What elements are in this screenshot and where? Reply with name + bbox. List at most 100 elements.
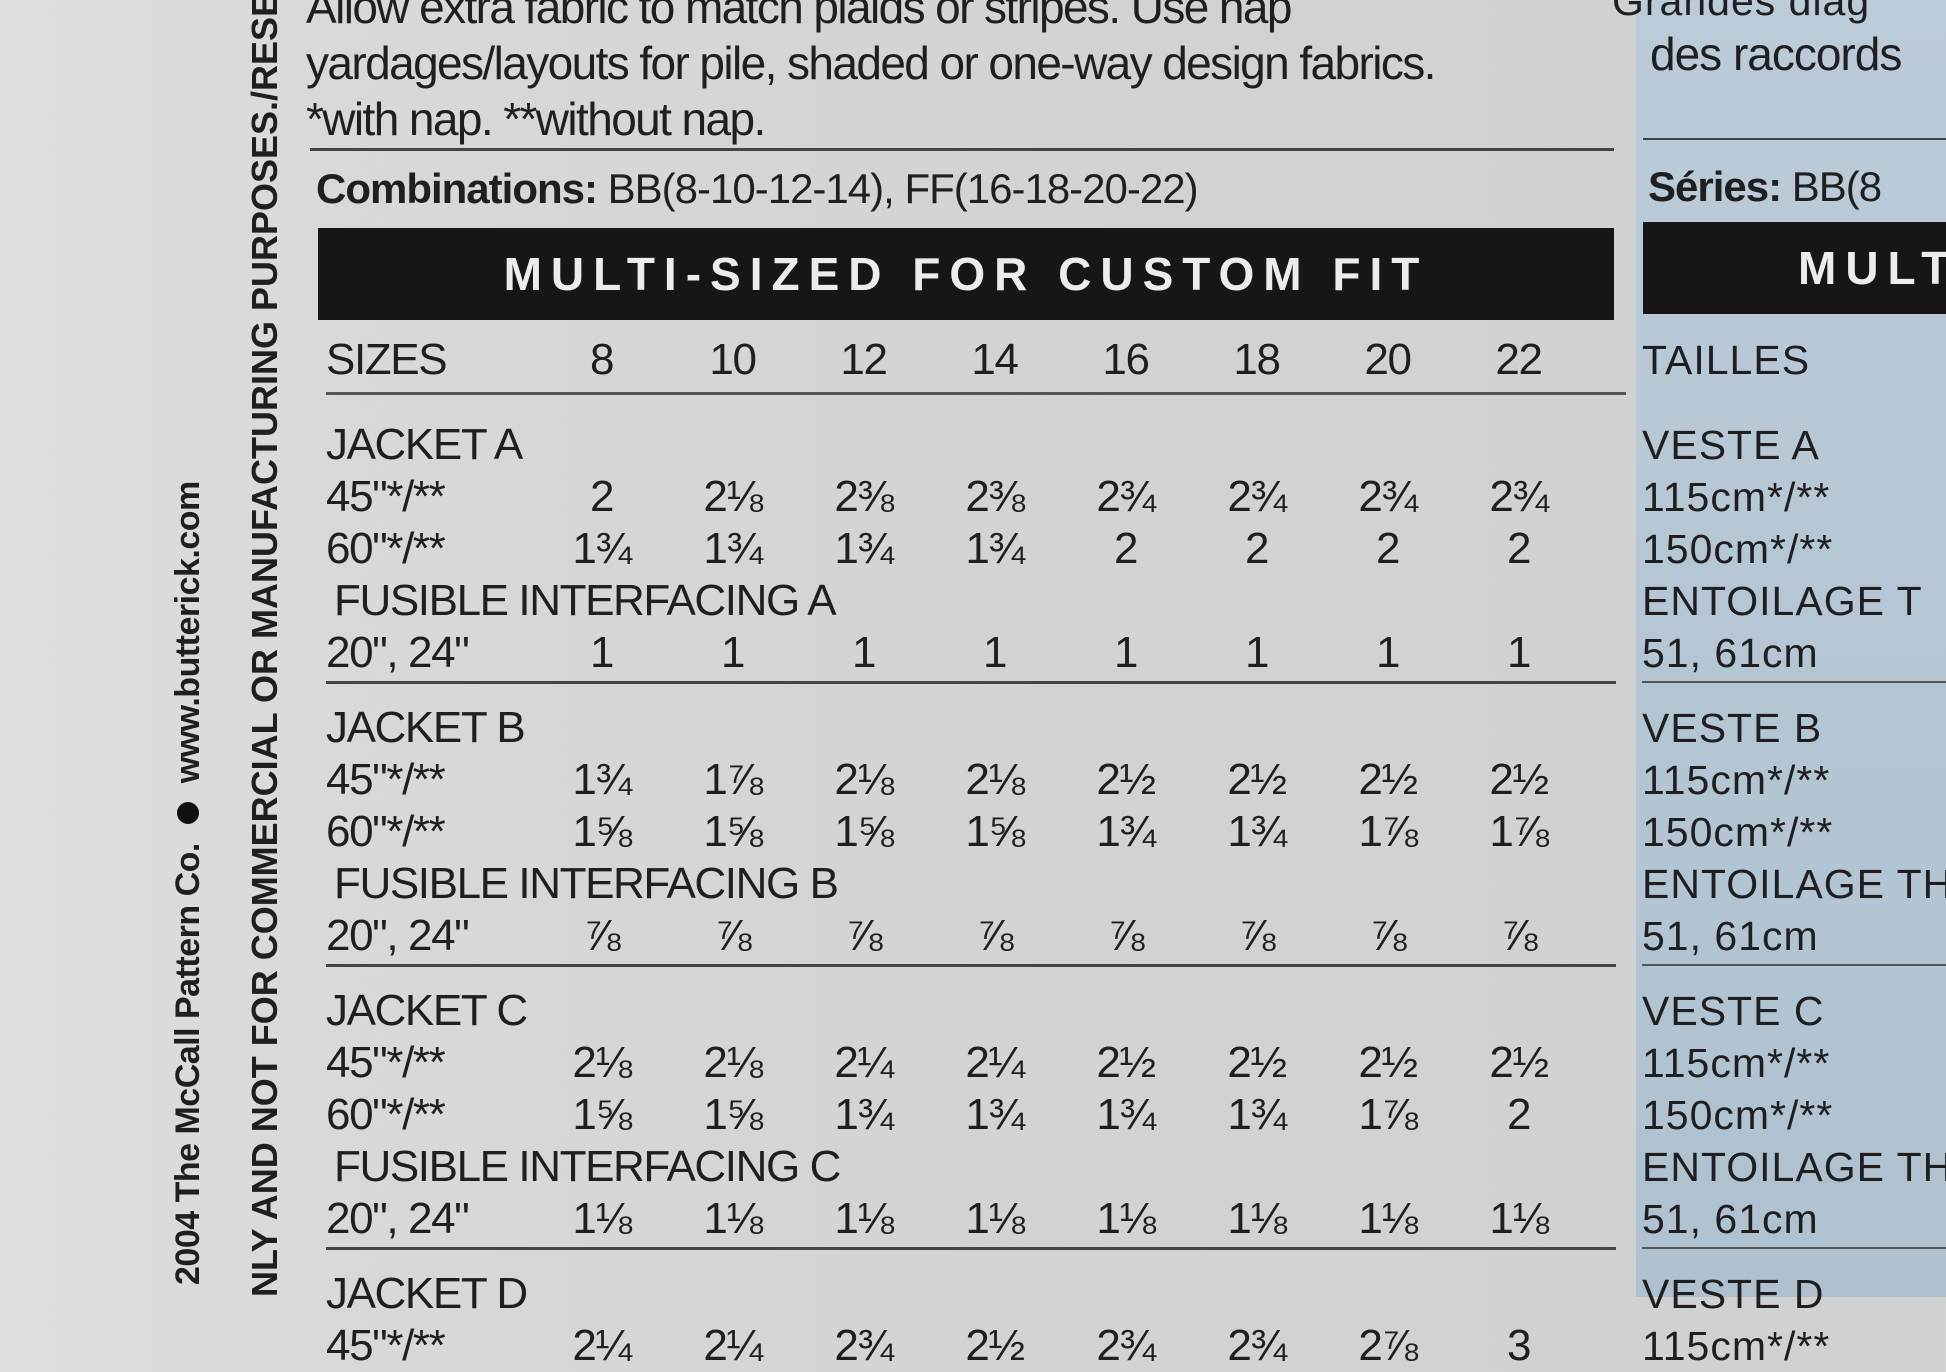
yardage-value: 1¾ <box>965 524 1025 573</box>
fr-series-label: Séries: <box>1648 163 1782 210</box>
yardage-value: 1⅞ <box>1489 807 1549 856</box>
yardage-value: 1⅞ <box>703 755 763 804</box>
fr-row-label: 115cm*/** <box>1642 474 1831 520</box>
size-header: 18 <box>1233 335 1281 384</box>
row-label: 20", 24" <box>326 911 470 960</box>
yardage-value: 2 <box>1506 1090 1531 1139</box>
yardage-value: 2⅛ <box>965 755 1025 804</box>
yardage-value: 2¾ <box>1489 472 1549 521</box>
size-header: 10 <box>709 335 757 384</box>
yardage-table: SIZES TAILLES 8 10 12 14 16 18 20 22 JACKET A VESTE… <box>326 334 1946 1372</box>
note-line-3: *with nap. **without nap. <box>306 93 766 145</box>
section-title: JACKET D <box>326 1269 528 1318</box>
row-label: 45"*/** <box>326 755 446 804</box>
fr-section-divider <box>1642 1247 1946 1249</box>
yardage-value: 2⅛ <box>834 755 894 804</box>
yardage-value: 2 <box>1244 524 1269 573</box>
website-text: www.butterick.com <box>169 481 207 784</box>
yardage-value: 2 <box>589 472 614 521</box>
yardage-value: 2 <box>1113 524 1138 573</box>
fr-series: Séries: BB(8 <box>1648 162 1882 212</box>
combinations-label: Combinations: <box>316 165 598 212</box>
section-title: JACKET A <box>326 420 523 469</box>
yardage-value: 2⅛ <box>703 472 763 521</box>
section-title-row: JACKET B VESTE B <box>326 702 1821 754</box>
table-row: 45"*/** 115cm*/** 2 2⅛ 2⅜ 2⅜ 2¾ 2¾ 2¾ 2¾ <box>326 471 1829 523</box>
row-label: 45"*/** <box>326 1321 446 1370</box>
yardage-value: ⅞ <box>1107 911 1145 960</box>
yardage-value: 1¾ <box>1227 1090 1287 1139</box>
yardage-value: ⅞ <box>845 911 883 960</box>
yardage-value: 2½ <box>1358 755 1418 804</box>
fr-note-2: des raccords <box>1650 28 1902 80</box>
yardage-value: ⅞ <box>976 911 1014 960</box>
yardage-value: 2⅛ <box>703 1038 763 1087</box>
size-header: 22 <box>1495 335 1543 384</box>
yardage-value: 1 <box>589 628 614 677</box>
note-line-2: yardages/layouts for pile, shaded or one… <box>306 37 1436 89</box>
yardage-value: ⅞ <box>1369 911 1407 960</box>
section-title-row: JACKET A VESTE A <box>326 419 1819 471</box>
fr-row-label: 115cm*/** <box>1642 1040 1831 1086</box>
table-row: FUSIBLE INTERFACING C ENTOILAGE TH <box>326 1141 1946 1193</box>
row-label: 45"*/** <box>326 472 446 521</box>
divider <box>310 148 1614 151</box>
yardage-value: 1⅛ <box>965 1194 1025 1243</box>
table-row: FUSIBLE INTERFACING B ENTOILAGE TH <box>326 858 1946 910</box>
yardage-value: 1⅝ <box>965 807 1025 856</box>
section-title-row: JACKET C VESTE C <box>326 985 1823 1037</box>
yardage-value: ⅞ <box>714 911 752 960</box>
yardage-value: 2¾ <box>1227 1321 1287 1370</box>
yardage-value: ⅞ <box>1500 911 1538 960</box>
table-section: JACKET D VESTE D 45"*/** 115cm*/** 2¼ 2¼ 2¾ 2½ 2… <box>326 1268 1829 1372</box>
multi-size-banner: MULTI-SIZED FOR CUSTOM FIT <box>318 228 1614 320</box>
combinations-value: BB(8-10-12-14), FF(16-18-20-22) <box>596 165 1199 212</box>
fr-banner: MULT <box>1643 222 1946 314</box>
fr-row-label: 115cm*/** <box>1642 1323 1831 1369</box>
table-row: 45"*/** 115cm*/** 2¼ 2¼ 2¾ 2½ 2¾ 2¾ 2⅞ 3 <box>326 1320 1829 1372</box>
fr-section-divider <box>1642 964 1946 966</box>
french-panel <box>1636 0 1946 1297</box>
yardage-value: 2½ <box>1096 1038 1156 1087</box>
usage-notice: NLY AND NOT FOR COMMERCIAL OR MANUFACTUR… <box>244 0 285 1297</box>
yardage-value: 1¾ <box>1096 1090 1156 1139</box>
yardage-value: 1 <box>982 628 1007 677</box>
yardage-value: 1 <box>1375 628 1400 677</box>
fr-sizes-label: TAILLES <box>1642 337 1811 383</box>
row-label: 20", 24" <box>326 1194 470 1243</box>
yardage-value: 1¾ <box>1096 807 1156 856</box>
table-row: 45"*/** 115cm*/** 2⅛ 2⅛ 2¼ 2¼ 2½ 2½ 2½ 2½ <box>326 1037 1829 1089</box>
yardage-value: 1⅝ <box>703 1090 763 1139</box>
section-divider <box>326 964 1946 967</box>
yardage-value: 2¼ <box>572 1321 632 1370</box>
yardage-value: 2¾ <box>1358 472 1418 521</box>
size-header: 8 <box>589 335 614 384</box>
section-divider <box>326 1247 1946 1250</box>
yardage-value: 2½ <box>1489 755 1549 804</box>
size-header: 12 <box>840 335 888 384</box>
copyright-side-text: 2004 The McCall Pattern Co. www.butteric… <box>168 372 208 1285</box>
yardage-value: 1¾ <box>834 524 894 573</box>
row-label: 60"*/** <box>326 1090 446 1139</box>
yardage-value: 1⅛ <box>1227 1194 1287 1243</box>
yardage-value: 1¾ <box>572 524 632 573</box>
yardage-value: 1⅛ <box>1096 1194 1156 1243</box>
table-section: JACKET C VESTE C 45"*/** 115cm*/** 2⅛ 2⅛ 2¼ 2¼ 2… <box>326 985 1946 1250</box>
yardage-value: 1 <box>1244 628 1269 677</box>
table-row: 60"*/** 150cm*/** 1⅝ 1⅝ 1¾ 1¾ 1¾ 1¾ 1⅞ 2 <box>326 1089 1832 1141</box>
yardage-value: 2¼ <box>834 1038 894 1087</box>
yardage-value: ⅞ <box>1238 911 1276 960</box>
row-label: FUSIBLE INTERFACING A <box>334 576 837 625</box>
section-title-row: JACKET D VESTE D <box>326 1268 1823 1320</box>
yardage-value: 1 <box>851 628 876 677</box>
note-line-1: Allow extra fabric to match plaids or st… <box>306 0 1292 33</box>
section-title: JACKET C <box>326 986 528 1035</box>
fr-divider <box>1643 138 1946 140</box>
size-header: 20 <box>1364 335 1412 384</box>
sizes-row: SIZES TAILLES 8 10 12 14 16 18 20 22 <box>326 334 1809 390</box>
table-row: 20", 24" 51, 61cm ⅞ ⅞ ⅞ ⅞ ⅞ ⅞ ⅞ ⅞ <box>326 910 1818 962</box>
table-row: 60"*/** 150cm*/** 1⅝ 1⅝ 1⅝ 1⅝ 1¾ 1¾ 1⅞ 1⅞ <box>326 806 1832 858</box>
yardage-value: 2¼ <box>965 1038 1025 1087</box>
table-row: FUSIBLE INTERFACING A ENTOILAGE T <box>326 575 1922 627</box>
yardage-value: 2¾ <box>834 1321 894 1370</box>
